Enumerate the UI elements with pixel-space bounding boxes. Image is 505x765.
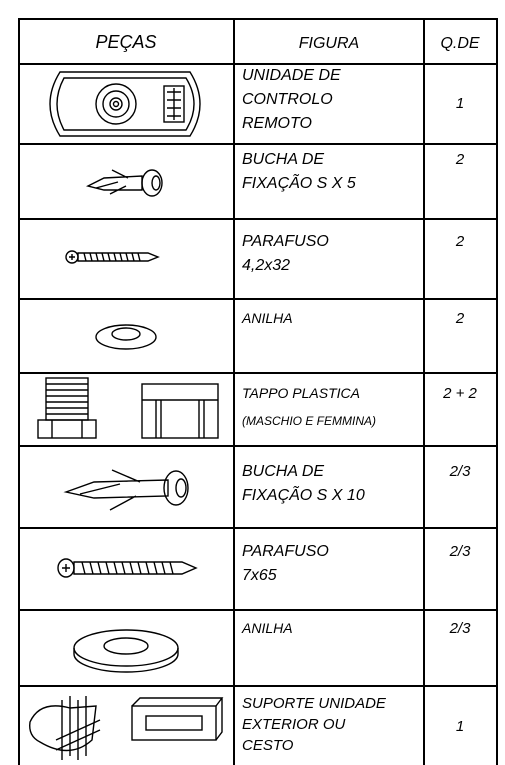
description-line: FIXAÇÃO S X 5: [242, 173, 356, 192]
description-line: CONTROLO: [242, 91, 333, 108]
quantity: 2: [455, 151, 465, 168]
description-line: PARAFUSO: [242, 543, 329, 560]
description-line: REMOTO: [242, 115, 312, 132]
description-line: BUCHA DE: [242, 151, 324, 168]
description-line: UNIDADE DE: [242, 67, 341, 84]
quantity: 2/3: [449, 543, 472, 560]
quantity: 2: [455, 233, 465, 250]
quantity: 1: [456, 718, 464, 735]
description-line: TAPPO PLASTICA: [242, 385, 360, 401]
description-line: SUPORTE UNIDADE: [242, 695, 387, 712]
quantity: 2/3: [449, 463, 472, 480]
header-figure: FIGURA: [299, 35, 359, 52]
description-line: EXTERIOR OU: [242, 716, 346, 733]
header-quantity: Q.DE: [440, 35, 479, 52]
description-line: ANILHA: [241, 620, 293, 636]
quantity: 2 + 2: [442, 385, 477, 402]
description-line: PARAFUSO: [242, 233, 329, 250]
description-line: 7x65: [242, 567, 277, 584]
description-line: FIXAÇÃO S X 10: [242, 485, 365, 504]
quantity: 2/3: [449, 620, 472, 637]
description-line: CESTO: [242, 737, 294, 754]
icons: [29, 71, 224, 760]
quantity: 1: [456, 95, 464, 112]
description-line: BUCHA DE: [242, 463, 324, 480]
description-line: (MASCHIO E FEMMINA): [242, 414, 376, 428]
description-line: 4,2x32: [242, 257, 290, 274]
header-parts: PEÇAS: [95, 32, 156, 52]
description-line: ANILHA: [241, 310, 293, 326]
quantity: 2: [455, 310, 465, 327]
table-grid: [18, 18, 498, 765]
